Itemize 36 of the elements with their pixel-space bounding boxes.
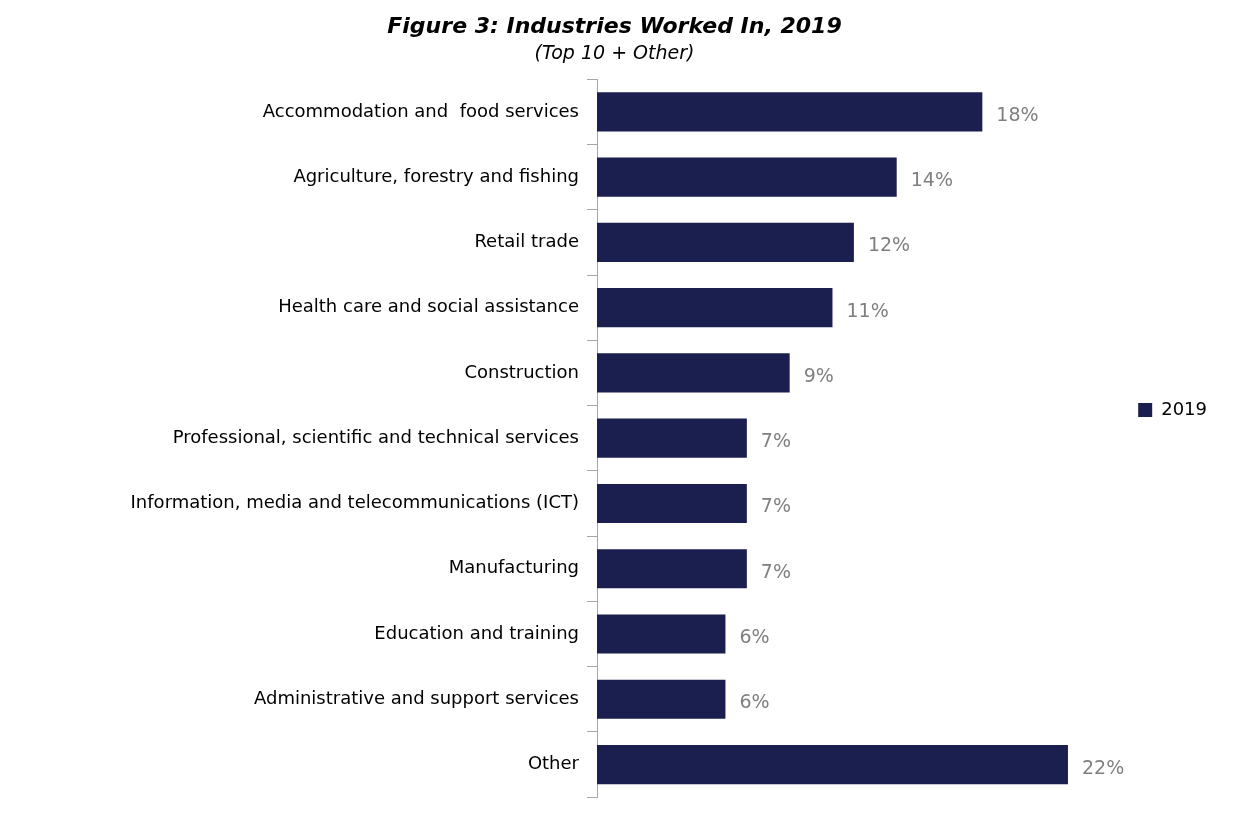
data-label: 9% [803, 363, 834, 386]
y-tick-label: Education and training [374, 621, 579, 643]
y-tick-label: Professional, scientific and technical services [172, 425, 579, 447]
bar [597, 353, 790, 393]
legend-label: 2019 [1161, 397, 1207, 419]
y-tick-label: Administrative and support services [253, 686, 579, 708]
data-label: 14% [910, 168, 953, 191]
bar [597, 549, 747, 589]
bar [597, 92, 983, 132]
data-label: 22% [1081, 755, 1125, 778]
bar [597, 418, 747, 458]
y-tick-label: Construction [464, 360, 579, 382]
bar [597, 222, 854, 262]
y-tick-label: Retail trade [474, 230, 579, 252]
y-tick-label: Health care and social assistance [278, 295, 579, 317]
y-tick-label: Agriculture, forestry and fishing [293, 164, 579, 186]
bar [597, 679, 726, 719]
y-tick-label: Other [527, 752, 580, 774]
chart-subtitle: (Top 10 + Other) [534, 40, 695, 63]
bar [597, 157, 897, 197]
bar [597, 483, 747, 524]
data-label: 11% [846, 298, 889, 321]
data-label: 12% [867, 233, 911, 256]
data-label: 6% [739, 624, 770, 647]
y-tick-label: Accommodation and food services [262, 99, 579, 121]
y-tick-label: Manufacturing [448, 556, 579, 578]
chart-title: Figure 3: Industries Worked In, 2019 [387, 12, 842, 38]
y-tick-label: Information, media and telecommunications (ICT) [130, 491, 579, 513]
bar [597, 288, 833, 328]
data-label: 7% [760, 559, 792, 582]
data-label: 18% [996, 102, 1039, 125]
bar [597, 614, 726, 654]
data-label: 7% [760, 429, 792, 452]
bar [597, 744, 1068, 785]
data-label: 6% [739, 690, 770, 713]
data-label: 7% [760, 494, 792, 517]
